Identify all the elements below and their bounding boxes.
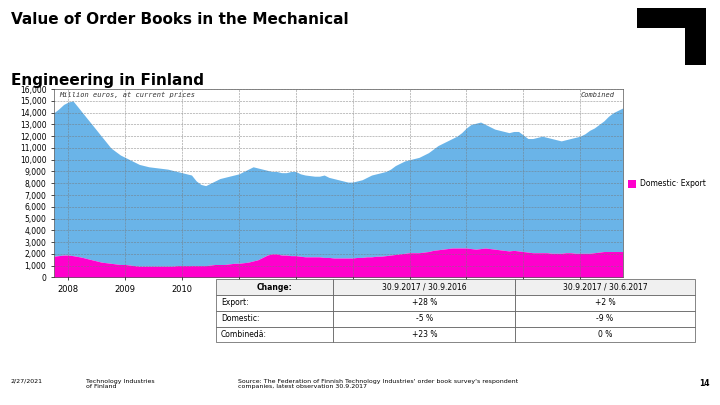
Text: Combinedä:: Combinedä:	[221, 330, 267, 339]
Text: 0 %: 0 %	[598, 330, 612, 339]
Polygon shape	[637, 8, 706, 65]
Bar	[216, 279, 333, 295]
Text: Engineering in Finland: Engineering in Finland	[11, 73, 204, 88]
Bar	[216, 326, 333, 342]
Bar	[333, 279, 516, 295]
Bar	[516, 279, 695, 295]
Text: -9 %: -9 %	[596, 314, 613, 323]
Text: Technology Industries
of Finland: Technology Industries of Finland	[86, 379, 155, 390]
Bar	[216, 295, 333, 311]
Bar	[516, 311, 695, 326]
Text: 30.9.2017 / 30.6.2017: 30.9.2017 / 30.6.2017	[563, 283, 647, 292]
Text: +23 %: +23 %	[412, 330, 437, 339]
Text: +2 %: +2 %	[595, 298, 616, 307]
Text: Domestic· Export: Domestic· Export	[640, 179, 706, 188]
Text: Million euros, at current prices: Million euros, at current prices	[60, 92, 196, 98]
Text: Value of Order Books in the Mechanical: Value of Order Books in the Mechanical	[11, 12, 348, 27]
Bar	[516, 295, 695, 311]
Bar	[216, 311, 333, 326]
Text: 2/27/2021: 2/27/2021	[11, 379, 42, 384]
Bar	[333, 311, 516, 326]
Bar	[333, 326, 516, 342]
Text: 14: 14	[698, 379, 709, 388]
Text: Export:: Export:	[221, 298, 248, 307]
Text: Change:: Change:	[257, 283, 292, 292]
Text: Source: The Federation of Finnish Technology Industries' order book survey's res: Source: The Federation of Finnish Techno…	[238, 379, 518, 390]
Text: Combined: Combined	[580, 92, 614, 98]
Text: 30.9.2017 / 30.9.2016: 30.9.2017 / 30.9.2016	[382, 283, 467, 292]
Text: Domestic:: Domestic:	[221, 314, 259, 323]
Text: +28 %: +28 %	[412, 298, 437, 307]
Bar	[333, 295, 516, 311]
Bar	[516, 326, 695, 342]
Text: -5 %: -5 %	[415, 314, 433, 323]
